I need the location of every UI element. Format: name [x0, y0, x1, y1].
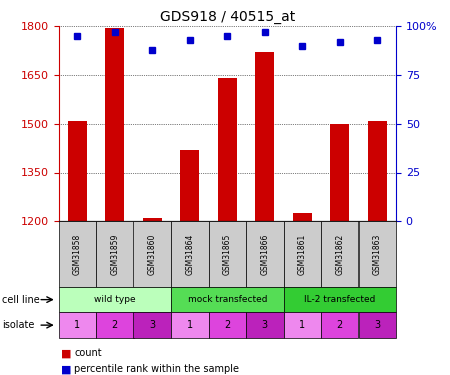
Text: count: count [74, 348, 102, 358]
Text: percentile rank within the sample: percentile rank within the sample [74, 364, 239, 375]
Text: 3: 3 [262, 320, 268, 330]
Text: GSM31865: GSM31865 [223, 233, 232, 275]
Text: GSM31864: GSM31864 [185, 233, 194, 275]
Text: GSM31863: GSM31863 [373, 233, 382, 275]
Text: 2: 2 [224, 320, 230, 330]
Text: 1: 1 [74, 320, 80, 330]
Text: mock transfected: mock transfected [188, 295, 267, 304]
Text: 1: 1 [299, 320, 305, 330]
Text: 3: 3 [149, 320, 155, 330]
Bar [105, 28, 124, 221]
Text: cell line: cell line [2, 295, 40, 304]
Bar [256, 52, 274, 221]
Text: 2: 2 [112, 320, 118, 330]
Bar [180, 150, 199, 221]
Text: GSM31861: GSM31861 [298, 233, 307, 274]
Text: 1: 1 [187, 320, 193, 330]
Text: ■: ■ [61, 348, 71, 358]
Text: 3: 3 [374, 320, 380, 330]
Text: ■: ■ [61, 364, 71, 375]
Text: GSM31860: GSM31860 [148, 233, 157, 275]
Title: GDS918 / 40515_at: GDS918 / 40515_at [160, 10, 295, 24]
Bar [68, 120, 86, 221]
Bar [218, 78, 237, 221]
Bar [143, 218, 162, 221]
Text: GSM31858: GSM31858 [73, 233, 82, 274]
Text: IL-2 transfected: IL-2 transfected [304, 295, 375, 304]
Bar [293, 213, 311, 221]
Text: 2: 2 [337, 320, 343, 330]
Bar [330, 124, 349, 221]
Text: isolate: isolate [2, 320, 35, 330]
Bar [368, 120, 387, 221]
Text: GSM31866: GSM31866 [260, 233, 269, 275]
Text: GSM31862: GSM31862 [335, 233, 344, 274]
Text: wild type: wild type [94, 295, 135, 304]
Text: GSM31859: GSM31859 [110, 233, 119, 275]
